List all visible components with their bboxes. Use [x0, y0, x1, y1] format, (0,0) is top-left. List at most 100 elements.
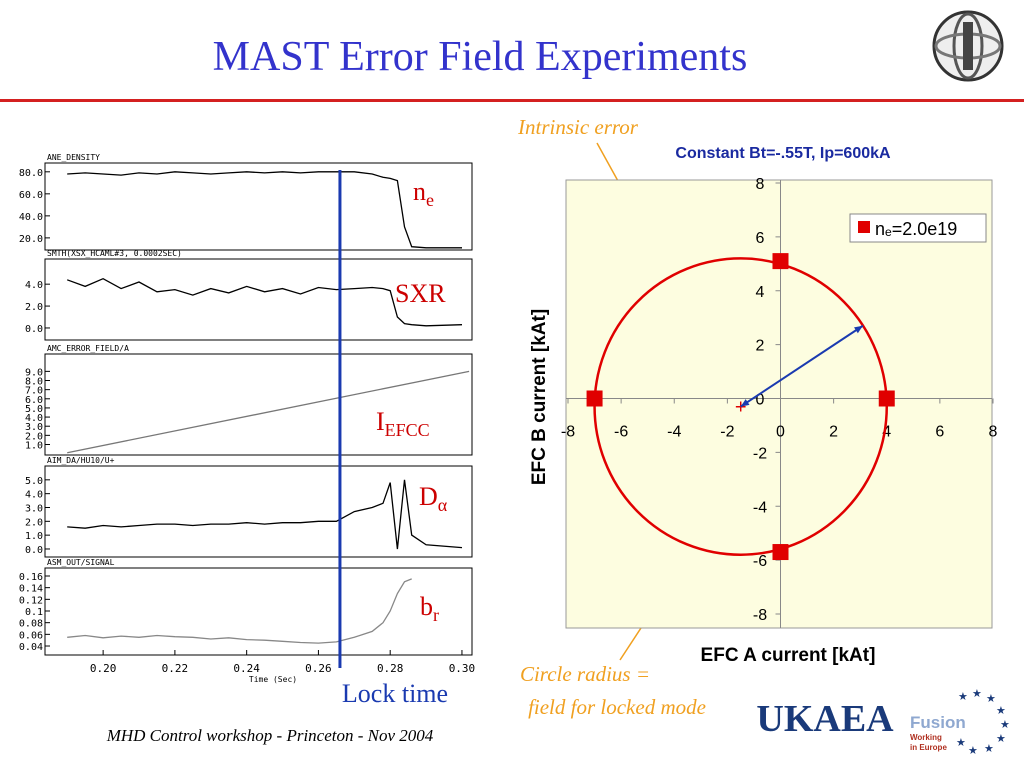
y-tick-label: 40.0: [19, 212, 43, 223]
y-tick-label: 80.0: [19, 168, 43, 179]
trace-label-main: I: [376, 407, 385, 436]
x-axis-label: EFC A current [kAt]: [701, 645, 876, 666]
y-tick-label: 2.0: [25, 431, 43, 442]
svg-text:★: ★: [956, 737, 966, 749]
x-tick-label: 4: [882, 424, 891, 441]
trace-title: ASM_OUT/SIGNAL: [47, 558, 115, 567]
trace-frame: [44, 465, 473, 558]
x-tick-label: 0: [776, 424, 785, 441]
trace-label-sub: EFCC: [385, 420, 430, 440]
trace-label: SXR: [395, 279, 446, 308]
svg-text:★: ★: [972, 688, 982, 700]
y-tick-label: 5.0: [25, 476, 43, 487]
x-tick-label: 0.22: [162, 662, 189, 675]
trace-label-main: D: [419, 482, 438, 511]
y-tick-label: -6: [753, 553, 767, 570]
trace-label-main: n: [413, 177, 426, 206]
y-tick-label: 9.0: [25, 367, 43, 378]
lock-time-label: Lock time: [342, 679, 448, 708]
y-tick-label: 0.1: [25, 607, 43, 618]
legend-label: nₑ=2.0e19: [875, 219, 957, 239]
x-tick-label: 0.20: [90, 662, 117, 675]
trace-label: br: [420, 592, 439, 625]
trace-label-sub: e: [426, 190, 434, 210]
y-tick-label: 60.0: [19, 190, 43, 201]
trace-label: Dα: [419, 482, 448, 515]
trace-title: AIM_DA/HU10/U+: [47, 456, 115, 465]
x-tick-label: 6: [935, 424, 944, 441]
trace-title: ANE_DENSITY: [47, 153, 100, 162]
intrinsic-error-mark: +: [735, 397, 747, 419]
point: [586, 390, 603, 407]
x-tick-label: 2: [829, 424, 838, 441]
x-tick-label: 8: [989, 424, 998, 441]
trace-title: AMC_ERROR_FIELD/A: [47, 344, 129, 353]
y-tick-label: 6: [756, 230, 765, 247]
x-tick-label: -2: [720, 424, 734, 441]
y-tick-label: 6.0: [25, 395, 43, 406]
trace-line: [67, 171, 462, 249]
y-tick-label: 3.0: [25, 422, 43, 433]
y-tick-label: 2.0: [25, 302, 43, 313]
radius-arrow: [740, 324, 864, 408]
svg-text:★: ★: [984, 743, 994, 755]
annotation: Circle radius =: [520, 662, 650, 686]
point: [772, 253, 789, 270]
fit-circle: [593, 257, 888, 556]
svg-text:★: ★: [986, 693, 996, 705]
arrow-head: [853, 325, 863, 334]
svg-text:★: ★: [996, 705, 1006, 717]
y-axis-label: EFC B current [kAt]: [529, 309, 550, 485]
y-tick-label: 8: [756, 176, 765, 193]
y-tick-label: 7.0: [25, 386, 43, 397]
trace-label: ne: [413, 177, 434, 210]
x-tick-label: -8: [561, 424, 575, 441]
trace-line: [66, 277, 463, 327]
y-tick-label: -2: [753, 445, 767, 462]
x-tick-label: 0.26: [305, 662, 332, 675]
trace-line: [67, 479, 463, 550]
y-tick-label: 0.0: [25, 324, 43, 335]
y-tick-label: 0.04: [19, 642, 43, 653]
annotation: Intrinsic error: [517, 115, 639, 139]
x-tick-label: 0.24: [233, 662, 260, 675]
point: [772, 544, 789, 561]
trace-label-sub: r: [433, 605, 439, 625]
logo-emblem: [932, 10, 1004, 82]
annotation: field for locked mode: [528, 695, 706, 719]
y-tick-label: 8.0: [25, 377, 43, 388]
y-tick-label: 2: [756, 338, 765, 355]
legend-box: [849, 213, 987, 243]
x-axis-label: Time (Sec): [249, 675, 297, 684]
y-tick-label: 4: [756, 284, 765, 301]
y-tick-label: 0.0: [25, 545, 43, 556]
trace-line: [67, 370, 470, 454]
svg-text:★: ★: [958, 691, 968, 703]
fusion-europe: in Europe: [910, 743, 947, 752]
trace-label-main: SXR: [395, 279, 446, 308]
y-tick-label: 0.14: [19, 584, 43, 595]
y-tick-label: 3.0: [25, 503, 43, 514]
trace-frame: [44, 258, 473, 341]
x-tick-label: 0.28: [377, 662, 404, 675]
legend-swatch: [858, 221, 870, 233]
y-tick-label: 0.16: [19, 572, 43, 583]
trace-title: SMTH(XSX_HCAML#3, 0.0002SEC): [47, 249, 182, 258]
trace-label-sub: α: [438, 495, 448, 515]
svg-text:★: ★: [996, 733, 1006, 745]
x-tick-label: -6: [614, 424, 628, 441]
x-tick-label: 0.30: [449, 662, 476, 675]
ukaea-logo: UKAEA: [756, 698, 894, 740]
y-tick-label: 1.0: [25, 440, 43, 451]
y-tick-label: 0.08: [19, 619, 43, 630]
arrow-head: [740, 399, 750, 407]
y-tick-label: 0: [756, 392, 765, 409]
footer: MHD Control workshop - Princeton - Nov 2…: [106, 726, 434, 745]
y-tick-label: 0.12: [19, 595, 43, 606]
title-rule: [0, 99, 1024, 102]
x-tick-label: -4: [667, 424, 681, 441]
y-tick-label: 4.0: [25, 490, 43, 501]
slide-title: MAST Error Field Experiments: [213, 34, 748, 80]
y-tick-label: -8: [753, 607, 767, 624]
